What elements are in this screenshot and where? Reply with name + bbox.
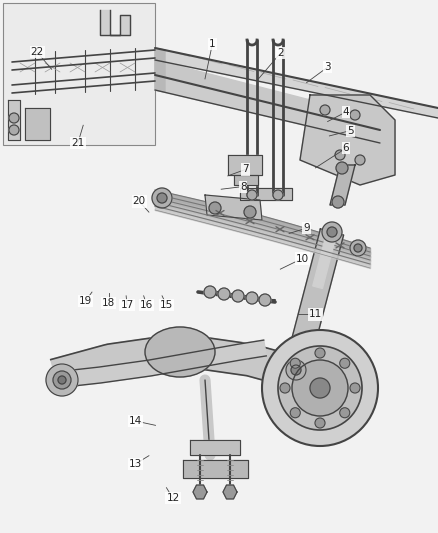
Text: 7: 7	[242, 165, 249, 174]
Polygon shape	[228, 155, 262, 175]
Circle shape	[9, 125, 19, 135]
Circle shape	[286, 360, 306, 380]
Circle shape	[291, 365, 301, 375]
Circle shape	[315, 348, 325, 358]
Text: 1: 1	[209, 39, 216, 49]
Circle shape	[152, 188, 172, 208]
Circle shape	[218, 288, 230, 300]
Text: 21: 21	[71, 138, 85, 148]
Circle shape	[273, 190, 283, 200]
Circle shape	[246, 292, 258, 304]
Polygon shape	[205, 195, 262, 220]
Polygon shape	[193, 485, 207, 499]
Polygon shape	[51, 334, 309, 391]
Polygon shape	[155, 48, 165, 92]
Circle shape	[259, 294, 271, 306]
Polygon shape	[313, 231, 337, 288]
Circle shape	[320, 105, 330, 115]
Polygon shape	[300, 95, 395, 185]
Text: 9: 9	[303, 223, 310, 233]
Polygon shape	[330, 165, 355, 205]
Circle shape	[262, 330, 378, 446]
Polygon shape	[190, 440, 240, 455]
Circle shape	[350, 383, 360, 393]
Circle shape	[244, 206, 256, 218]
Circle shape	[278, 346, 362, 430]
Polygon shape	[234, 175, 258, 185]
Circle shape	[315, 418, 325, 428]
Circle shape	[336, 162, 348, 174]
Circle shape	[280, 383, 290, 393]
Circle shape	[53, 371, 71, 389]
Circle shape	[204, 286, 216, 298]
Text: 6: 6	[343, 143, 350, 153]
Text: 4: 4	[343, 107, 350, 117]
Text: 18: 18	[102, 298, 115, 308]
Text: 11: 11	[309, 310, 322, 319]
Text: 10: 10	[296, 254, 309, 263]
Polygon shape	[284, 229, 344, 373]
Text: 19: 19	[79, 296, 92, 306]
Polygon shape	[183, 460, 248, 478]
Circle shape	[247, 190, 257, 200]
Text: 16: 16	[140, 300, 153, 310]
Circle shape	[350, 110, 360, 120]
Text: 3: 3	[324, 62, 331, 72]
Circle shape	[46, 364, 78, 396]
Circle shape	[209, 202, 221, 214]
Circle shape	[340, 408, 350, 418]
Circle shape	[355, 155, 365, 165]
Circle shape	[335, 150, 345, 160]
Text: 20: 20	[133, 197, 146, 206]
Polygon shape	[223, 485, 237, 499]
Circle shape	[310, 378, 330, 398]
Circle shape	[58, 376, 66, 384]
Polygon shape	[155, 48, 438, 118]
Polygon shape	[8, 100, 20, 140]
Polygon shape	[25, 108, 50, 140]
Polygon shape	[240, 188, 292, 200]
Text: 8: 8	[240, 182, 247, 191]
Ellipse shape	[145, 327, 215, 377]
Text: 5: 5	[347, 126, 354, 135]
Circle shape	[340, 358, 350, 368]
Text: 14: 14	[129, 416, 142, 426]
Text: 17: 17	[120, 300, 134, 310]
Polygon shape	[100, 10, 130, 35]
Circle shape	[350, 240, 366, 256]
Polygon shape	[155, 60, 380, 130]
Text: 15: 15	[160, 300, 173, 310]
Circle shape	[290, 408, 300, 418]
Circle shape	[290, 358, 300, 368]
Circle shape	[157, 193, 167, 203]
Circle shape	[322, 222, 342, 242]
Polygon shape	[54, 340, 266, 388]
Text: 2: 2	[277, 49, 284, 58]
Text: 13: 13	[129, 459, 142, 469]
Text: 12: 12	[166, 494, 180, 503]
Circle shape	[354, 244, 362, 252]
Circle shape	[292, 360, 348, 416]
Circle shape	[232, 290, 244, 302]
Circle shape	[332, 196, 344, 208]
Polygon shape	[155, 75, 380, 143]
Circle shape	[9, 113, 19, 123]
Circle shape	[327, 227, 337, 237]
Bar	[3, 3, 155, 145]
Text: 22: 22	[31, 47, 44, 57]
